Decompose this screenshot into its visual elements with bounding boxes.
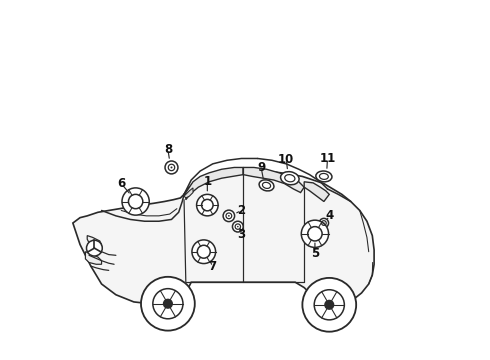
Circle shape — [164, 300, 172, 308]
Text: 7: 7 — [209, 260, 217, 273]
Polygon shape — [243, 167, 304, 193]
Circle shape — [165, 161, 178, 174]
Text: 9: 9 — [257, 161, 265, 174]
Circle shape — [232, 221, 243, 232]
Ellipse shape — [316, 171, 332, 182]
Circle shape — [301, 220, 329, 247]
Circle shape — [319, 219, 329, 228]
Circle shape — [228, 215, 230, 217]
Circle shape — [196, 194, 218, 216]
Text: 10: 10 — [278, 153, 294, 166]
Text: 1: 1 — [203, 175, 211, 188]
Text: 6: 6 — [117, 177, 125, 190]
Text: 5: 5 — [311, 247, 319, 260]
Circle shape — [192, 240, 216, 264]
Text: 2: 2 — [237, 204, 245, 217]
Circle shape — [323, 222, 324, 224]
Circle shape — [87, 240, 102, 256]
Circle shape — [223, 210, 235, 222]
Polygon shape — [73, 171, 374, 306]
Text: 4: 4 — [325, 210, 333, 222]
Circle shape — [302, 278, 356, 332]
Text: 8: 8 — [164, 143, 172, 156]
Circle shape — [171, 166, 172, 168]
Polygon shape — [85, 252, 101, 264]
Ellipse shape — [259, 180, 274, 191]
Ellipse shape — [281, 172, 299, 185]
Circle shape — [325, 301, 334, 309]
Polygon shape — [304, 182, 329, 202]
Circle shape — [141, 277, 195, 330]
Circle shape — [122, 188, 149, 215]
Polygon shape — [186, 167, 243, 200]
Circle shape — [237, 226, 239, 228]
Polygon shape — [184, 188, 193, 198]
Text: 3: 3 — [237, 228, 245, 241]
Text: 11: 11 — [319, 152, 336, 165]
Polygon shape — [87, 235, 101, 248]
